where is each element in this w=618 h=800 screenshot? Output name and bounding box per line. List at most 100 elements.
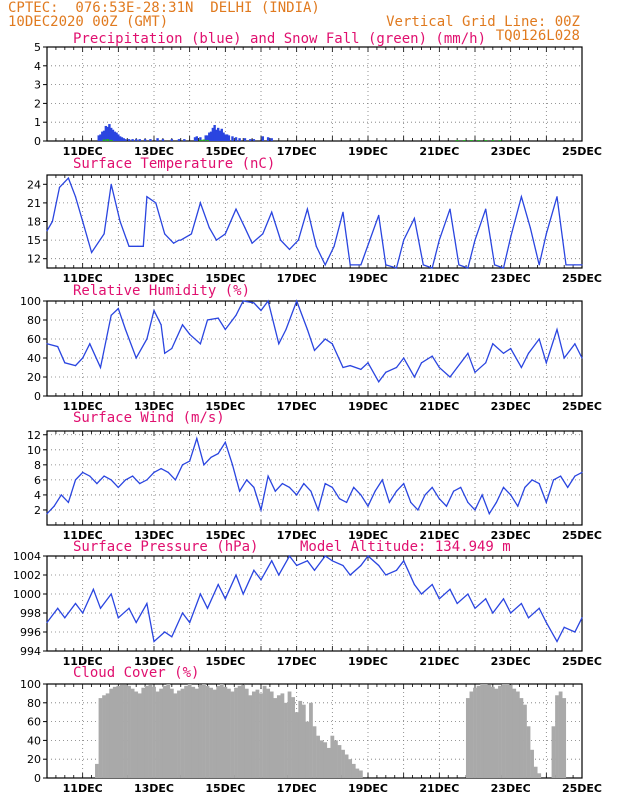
data-point [517,505,519,507]
bar-mark [259,693,263,778]
data-point [146,338,148,340]
bar-mark [155,691,160,778]
bar-mark [191,686,196,778]
data-point [342,211,344,213]
data-point [242,300,244,302]
data-point [83,227,86,229]
bar-mark [116,685,121,778]
data-point [110,593,112,595]
y-tick-label: 80 [27,697,41,710]
data-point [190,233,193,235]
x-tick-label: 17DEC [277,782,317,795]
data-point [324,555,326,557]
bar-mark [141,687,146,778]
bar-mark [170,139,174,141]
data-point [438,498,440,500]
data-point [367,505,369,507]
data-point [413,583,415,586]
bar-mark [193,137,197,141]
data-point [124,328,127,331]
bar-mark [177,139,181,141]
data-point [180,239,182,241]
data-point [538,264,540,266]
bar-mark [341,749,345,778]
data-point [196,437,198,440]
data-point [552,479,555,481]
bar-mark [219,684,224,778]
bar-mark [120,684,124,778]
bar-mark [204,135,207,141]
data-point [403,560,405,562]
data-point [556,196,558,198]
data-point [331,486,333,488]
x-tick-label: 13DEC [134,145,174,158]
y-tick-label: 15 [27,234,41,247]
data-point [494,264,496,266]
bar-mark [102,139,106,141]
data-point [467,352,469,354]
bar-mark [312,726,317,778]
data-point [206,319,209,321]
bar-mark [109,688,114,778]
y-tick-label: 100 [20,678,41,691]
bar-mark [227,135,231,141]
bar-mark [261,136,264,141]
panel-5: 994 996 998 1000 1002 1004 11DEC 13DEC 15DEC 17DE… [13,539,602,668]
data-point [538,483,540,485]
data-point [438,366,440,369]
bar-mark [177,690,181,778]
data-point [460,486,462,488]
data-point [424,494,426,496]
x-tick-label: 25DEC [562,272,602,285]
bar-mark [255,689,260,778]
x-tick-label: 11DEC [63,655,103,668]
x-tick-label: 11DEC [63,782,103,795]
data-point [124,479,127,481]
data-point [502,352,505,354]
data-point [153,471,155,473]
data-point [474,371,476,373]
bar-mark [316,735,320,778]
data-point [82,612,84,614]
data-point [481,494,483,496]
y-tick-label: 996 [20,626,41,639]
data-point [146,602,148,605]
data-point [235,574,237,576]
data-point [492,612,494,614]
data-point [297,239,300,241]
x-tick-label: 15DEC [205,529,245,542]
bar-mark [187,684,192,778]
panel-4: 2 4 6 8 10 12 11DEC 13DEC 15DEC 17DEC 19DEC 21DEC 23… [27,410,602,542]
y-tick-label: 1004 [13,550,41,563]
bar-mark [134,139,138,141]
data-point [103,475,105,477]
bar-mark [198,684,203,778]
data-point [403,357,405,359]
bar-mark [234,137,238,141]
x-tick-label: 15DEC [205,655,245,668]
data-point [420,362,423,364]
data-point [110,479,112,481]
data-point [128,607,130,609]
bar-mark [137,693,142,778]
y-tick-label: 100 [20,295,41,308]
data-point [139,483,141,485]
data-point [467,267,469,269]
data-point [395,267,398,269]
data-point [467,593,469,595]
x-tick-label: 15DEC [205,272,245,285]
data-point [199,202,201,204]
data-point [117,617,119,619]
data-point [89,475,91,477]
panel-title: Relative Humidity (%) [73,283,250,299]
data-point [181,612,184,614]
y-tick-label: 12 [27,429,41,442]
bar-mark [266,137,270,141]
data-point [46,230,48,232]
bar-mark [334,740,338,778]
bar-mark [202,684,206,778]
data-point [467,501,469,504]
x-tick-label: 19DEC [348,529,388,542]
data-point [235,314,237,316]
